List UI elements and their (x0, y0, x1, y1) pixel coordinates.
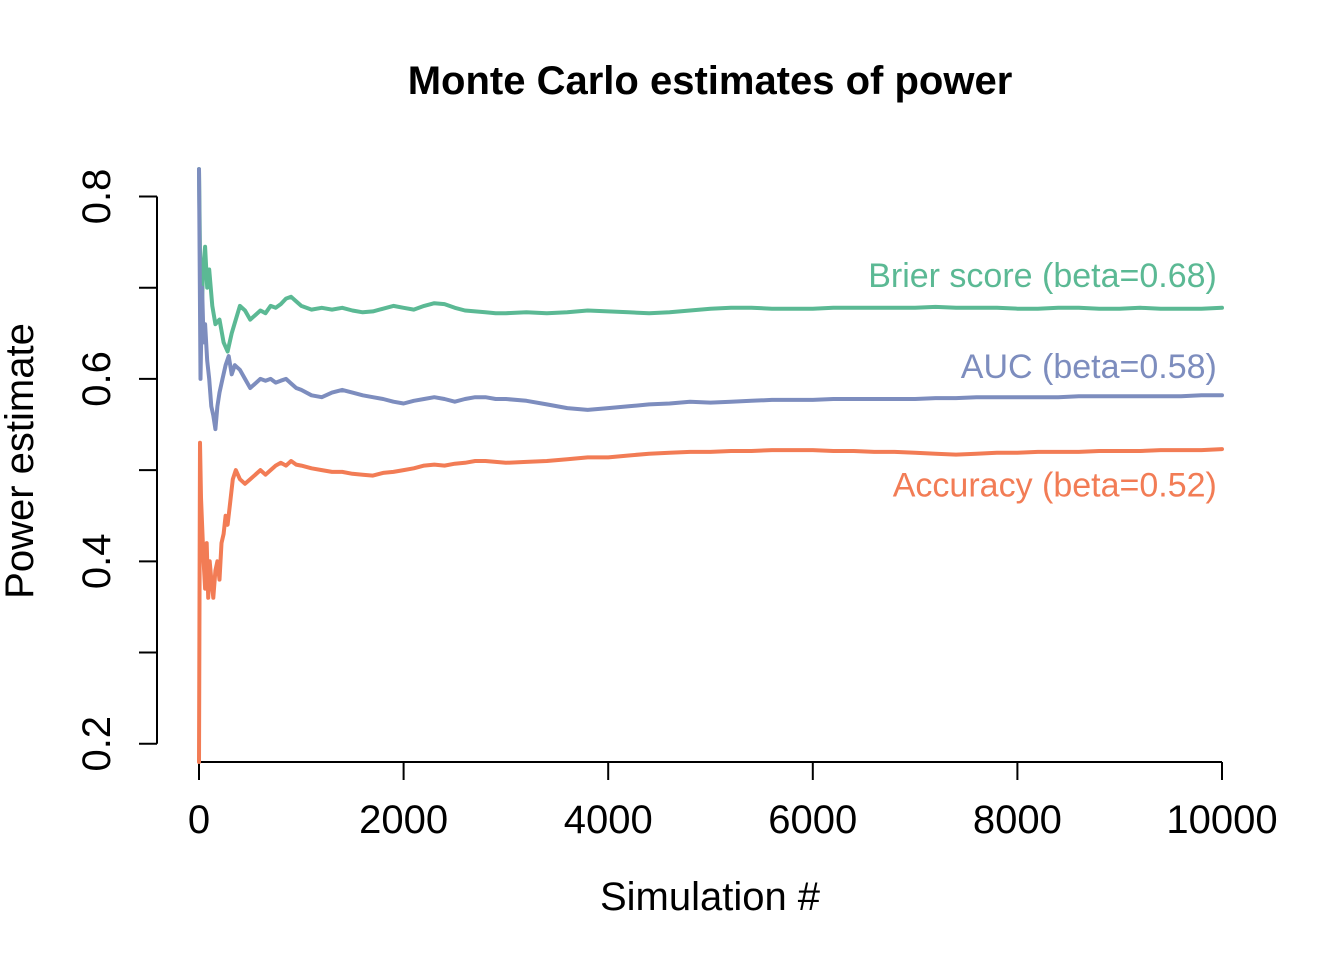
y-axis-label: Power estimate (0, 323, 42, 599)
series-annotation-1: AUC (beta=0.58) (961, 348, 1217, 386)
chart-title: Monte Carlo estimates of power (408, 59, 1013, 103)
y-tick-label: 0.4 (75, 534, 119, 590)
x-tick-label: 6000 (768, 798, 857, 842)
x-tick-label: 4000 (564, 798, 653, 842)
y-tick-label: 0.8 (75, 169, 119, 225)
series-annotations: Brier score (beta=0.68) AUC (beta=0.58) Ac… (868, 257, 1217, 505)
y-tick-label: 0.2 (75, 716, 119, 772)
series-lines (197, 167, 1224, 764)
x-tick-label: 2000 (359, 798, 448, 842)
series-line-1 (197, 167, 1224, 432)
x-axis-label: Simulation # (600, 875, 821, 919)
x-axis: 0 2000 4000 6000 8000 10000 (188, 761, 1278, 842)
series-line-2 (197, 440, 1224, 764)
x-tick-label: 8000 (973, 798, 1062, 842)
series-annotation-2: Accuracy (beta=0.52) (893, 467, 1217, 505)
x-tick-label: 0 (188, 798, 210, 842)
y-axis: 0.2 0.4 0.6 0.8 (75, 169, 158, 772)
y-tick-label: 0.6 (75, 351, 119, 407)
x-tick-label: 10000 (1166, 798, 1277, 842)
series-line-0 (197, 167, 1224, 354)
series-annotation-0: Brier score (beta=0.68) (868, 257, 1217, 295)
